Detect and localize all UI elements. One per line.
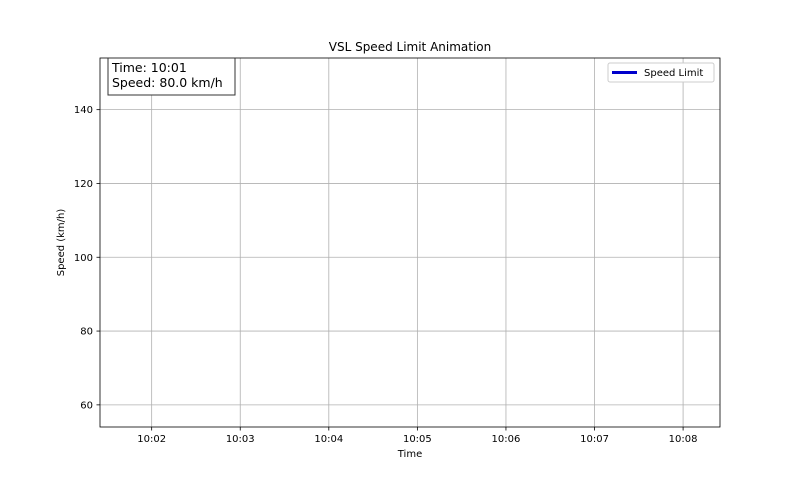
y-tick-label: 80 — [80, 327, 93, 338]
x-tick-label: 10:04 — [314, 434, 343, 445]
grid — [100, 58, 720, 427]
legend-label-speed-limit: Speed Limit — [644, 68, 703, 79]
y-tick-label: 120 — [74, 179, 93, 190]
legend-frame — [607, 62, 715, 83]
info-time-text: Time: 10:01 — [111, 60, 187, 75]
y-axis: 60 80 100 120 140 — [74, 105, 100, 411]
y-tick-label: 100 — [74, 253, 93, 264]
info-box: Time: 10:01 Speed: 80.0 km/h — [107, 57, 236, 96]
x-tick-label: 10:05 — [403, 434, 432, 445]
info-speed-text: Speed: 80.0 km/h — [112, 75, 223, 90]
chart-title: VSL Speed Limit Animation — [329, 40, 492, 54]
x-tick-label: 10:02 — [137, 434, 166, 445]
y-axis-label: Speed (km/h) — [56, 209, 67, 277]
y-tick-label: 140 — [74, 105, 93, 116]
x-tick-label: 10:07 — [580, 434, 609, 445]
x-tick-label: 10:06 — [492, 434, 521, 445]
legend: Speed Limit — [607, 62, 715, 83]
x-tick-label: 10:08 — [669, 434, 698, 445]
x-axis: 10:02 10:03 10:04 10:05 10:06 10:07 10:08 — [137, 427, 698, 445]
info-box-frame — [107, 57, 236, 96]
x-axis-label: Time — [397, 449, 422, 460]
y-tick-label: 60 — [80, 400, 93, 411]
x-tick-label: 10:03 — [226, 434, 255, 445]
plot-frame — [99, 57, 721, 428]
